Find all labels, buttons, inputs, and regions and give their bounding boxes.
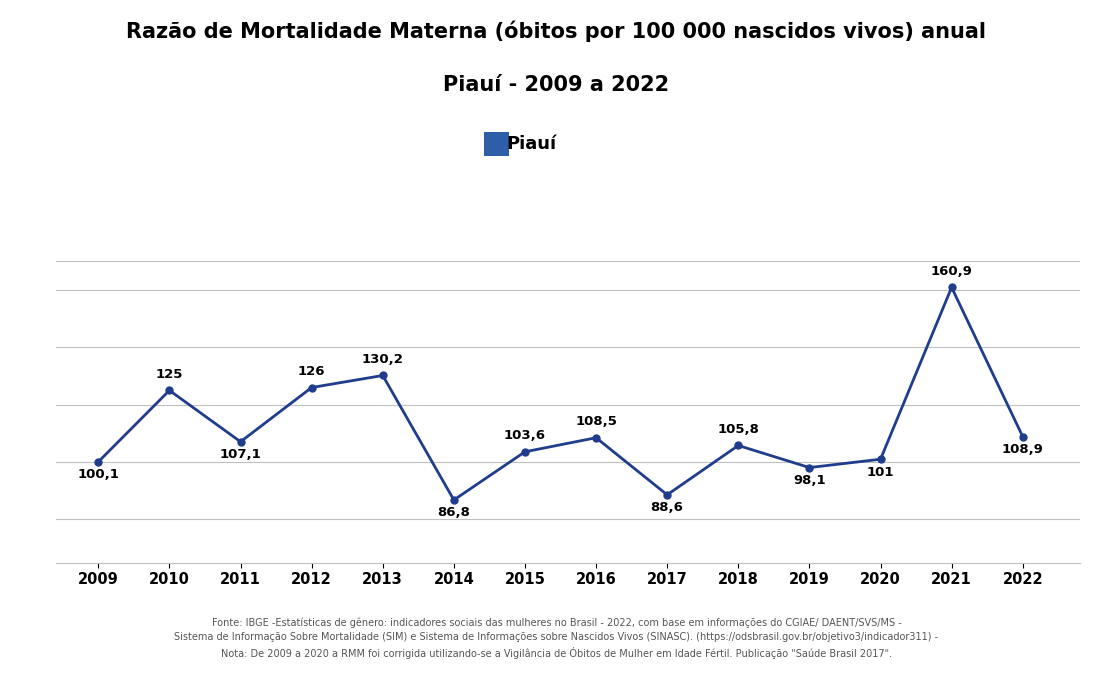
Text: 86,8: 86,8: [437, 506, 471, 519]
Text: Piauí: Piauí: [506, 135, 556, 153]
Text: 103,6: 103,6: [504, 429, 546, 442]
Text: 105,8: 105,8: [718, 423, 759, 436]
Text: Razão de Mortalidade Materna (óbitos por 100 000 nascidos vivos) anual: Razão de Mortalidade Materna (óbitos por…: [127, 21, 986, 42]
Text: 130,2: 130,2: [362, 353, 404, 366]
Text: 126: 126: [298, 365, 325, 378]
Text: 125: 125: [156, 368, 184, 381]
Text: 88,6: 88,6: [651, 501, 683, 514]
Text: Fonte: IBGE -Estatísticas de gênero: indicadores sociais das mulheres no Brasil : Fonte: IBGE -Estatísticas de gênero: ind…: [175, 617, 938, 659]
Text: 100,1: 100,1: [78, 469, 119, 482]
Text: 108,9: 108,9: [1002, 443, 1044, 456]
Text: 107,1: 107,1: [219, 448, 262, 461]
Text: 101: 101: [867, 466, 894, 479]
Text: 98,1: 98,1: [794, 474, 826, 487]
Text: Piauí - 2009 a 2022: Piauí - 2009 a 2022: [443, 75, 670, 95]
Text: 160,9: 160,9: [930, 265, 973, 278]
Text: 108,5: 108,5: [575, 415, 617, 428]
